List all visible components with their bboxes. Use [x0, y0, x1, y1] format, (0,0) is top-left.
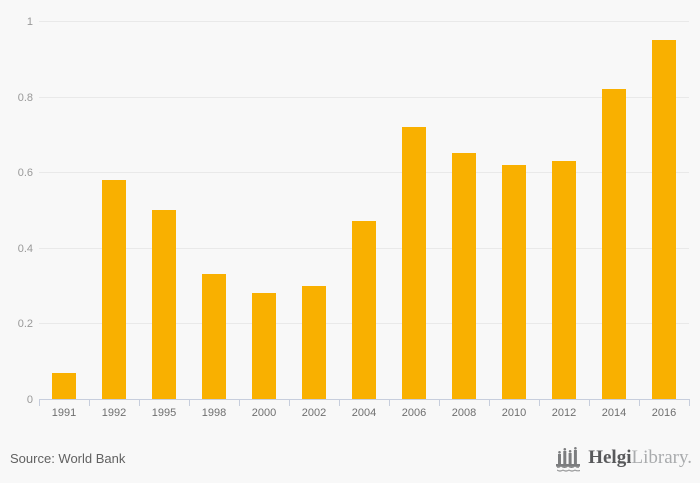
bridge-icon	[556, 446, 581, 472]
y-axis-tick-label: 1	[26, 16, 33, 28]
x-axis-line	[39, 399, 689, 400]
x-axis-label-2006: 2006	[401, 407, 427, 419]
bar-1995[interactable]	[152, 210, 176, 399]
y-axis-tick-label: 0.6	[17, 167, 33, 179]
x-axis-tick	[289, 399, 290, 406]
bar-2000[interactable]	[252, 293, 276, 399]
x-axis-label-1998: 1998	[201, 407, 227, 419]
gridline	[39, 172, 689, 173]
x-axis-tick	[189, 399, 190, 406]
x-axis-tick	[639, 399, 640, 406]
y-axis-tick-label: 0	[26, 394, 33, 406]
gridline	[39, 21, 689, 22]
helgi-library-logo: HelgiLibrary.	[555, 444, 692, 472]
bar-2016[interactable]	[652, 40, 676, 399]
bar-2014[interactable]	[602, 89, 626, 399]
source-label: Source: World Bank	[10, 451, 126, 466]
bar-2008[interactable]	[452, 153, 476, 399]
gridline	[39, 97, 689, 98]
x-axis-label-2016: 2016	[651, 407, 677, 419]
bar-1992[interactable]	[102, 180, 126, 399]
x-axis-label-2014: 2014	[601, 407, 627, 419]
x-axis-tick	[89, 399, 90, 406]
x-axis-label-2000: 2000	[251, 407, 277, 419]
logo-text-library: Library.	[631, 447, 693, 468]
y-axis-tick-label: 0.4	[17, 243, 33, 255]
x-axis-label-2010: 2010	[501, 407, 527, 419]
x-axis-tick	[589, 399, 590, 406]
x-axis-label-2008: 2008	[451, 407, 477, 419]
x-axis-tick	[339, 399, 340, 406]
x-axis-tick	[439, 399, 440, 406]
x-axis-label-2004: 2004	[351, 407, 377, 419]
x-axis-tick	[39, 399, 40, 406]
x-axis-tick	[239, 399, 240, 406]
x-axis-label-2012: 2012	[551, 407, 577, 419]
y-axis-tick-label: 0.2	[17, 318, 33, 330]
x-axis-label-1992: 1992	[101, 407, 127, 419]
logo-wordmark: HelgiLibrary.	[588, 444, 692, 472]
bar-1991[interactable]	[52, 373, 76, 399]
x-axis-label-1995: 1995	[151, 407, 177, 419]
x-axis-tick	[489, 399, 490, 406]
bar-2002[interactable]	[302, 286, 326, 399]
x-axis-tick	[689, 399, 690, 406]
bar-2012[interactable]	[552, 161, 576, 399]
x-axis-tick	[389, 399, 390, 406]
x-axis-tick	[139, 399, 140, 406]
y-axis-tick-label: 0.8	[17, 92, 33, 104]
bar-2004[interactable]	[352, 221, 376, 399]
bar-1998[interactable]	[202, 274, 226, 399]
bar-2006[interactable]	[402, 127, 426, 399]
x-axis-label-1991: 1991	[51, 407, 77, 419]
logo-text-helgi: Helgi	[588, 447, 632, 468]
x-axis-tick	[539, 399, 540, 406]
bar-2010[interactable]	[502, 165, 526, 399]
x-axis-label-2002: 2002	[301, 407, 327, 419]
